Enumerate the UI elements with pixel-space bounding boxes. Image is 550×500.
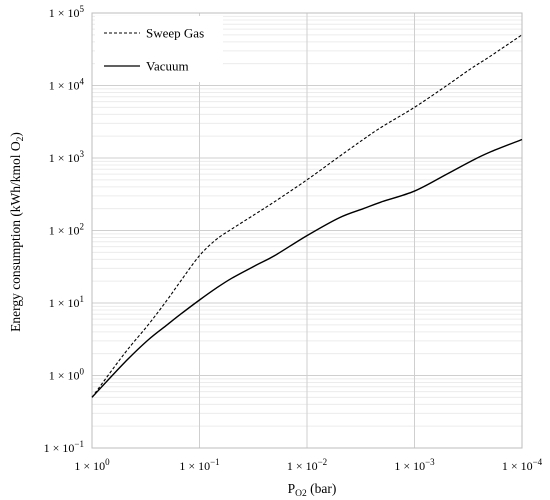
x-axis-title: PO2 (bar)	[288, 481, 337, 499]
y-tick-label: 1 × 103	[49, 149, 85, 165]
y-tick-label: 1 × 100	[49, 367, 85, 383]
legend-label-vacuum: Vacuum	[146, 59, 189, 74]
y-axis-tick-labels: 1 × 10−1 1 × 100 1 × 101 1 × 102 1 × 103 1 × …	[44, 4, 85, 455]
legend-label-sweep-gas: Sweep Gas	[146, 26, 204, 41]
plot-area	[91, 12, 523, 449]
y-tick-label: 1 × 102	[49, 222, 84, 238]
x-tick-label: 1 × 10−2	[287, 457, 327, 473]
series-line-sweep-gas	[91, 34, 523, 398]
x-axis-tick-labels: 1 × 100 1 × 10−1 1 × 10−2 1 × 10−3 1 × 10−4	[74, 457, 542, 473]
x-tick-label: 1 × 100	[74, 457, 110, 473]
x-tick-label: 1 × 10−3	[394, 457, 435, 473]
y-axis-title: Energy consumption (kWh/kmol O2)	[8, 132, 26, 332]
series-lines	[91, 34, 523, 398]
y-tick-label: 1 × 104	[49, 77, 85, 93]
x-tick-label: 1 × 10−1	[179, 457, 219, 473]
y-tick-label: 1 × 105	[49, 4, 85, 20]
series-line-vacuum	[91, 138, 523, 398]
y-tick-label: 1 × 10−1	[44, 439, 84, 455]
legend: Sweep Gas Vacuum	[95, 16, 223, 82]
y-tick-label: 1 × 101	[49, 294, 84, 310]
x-tick-label: 1 × 10−4	[502, 457, 543, 473]
